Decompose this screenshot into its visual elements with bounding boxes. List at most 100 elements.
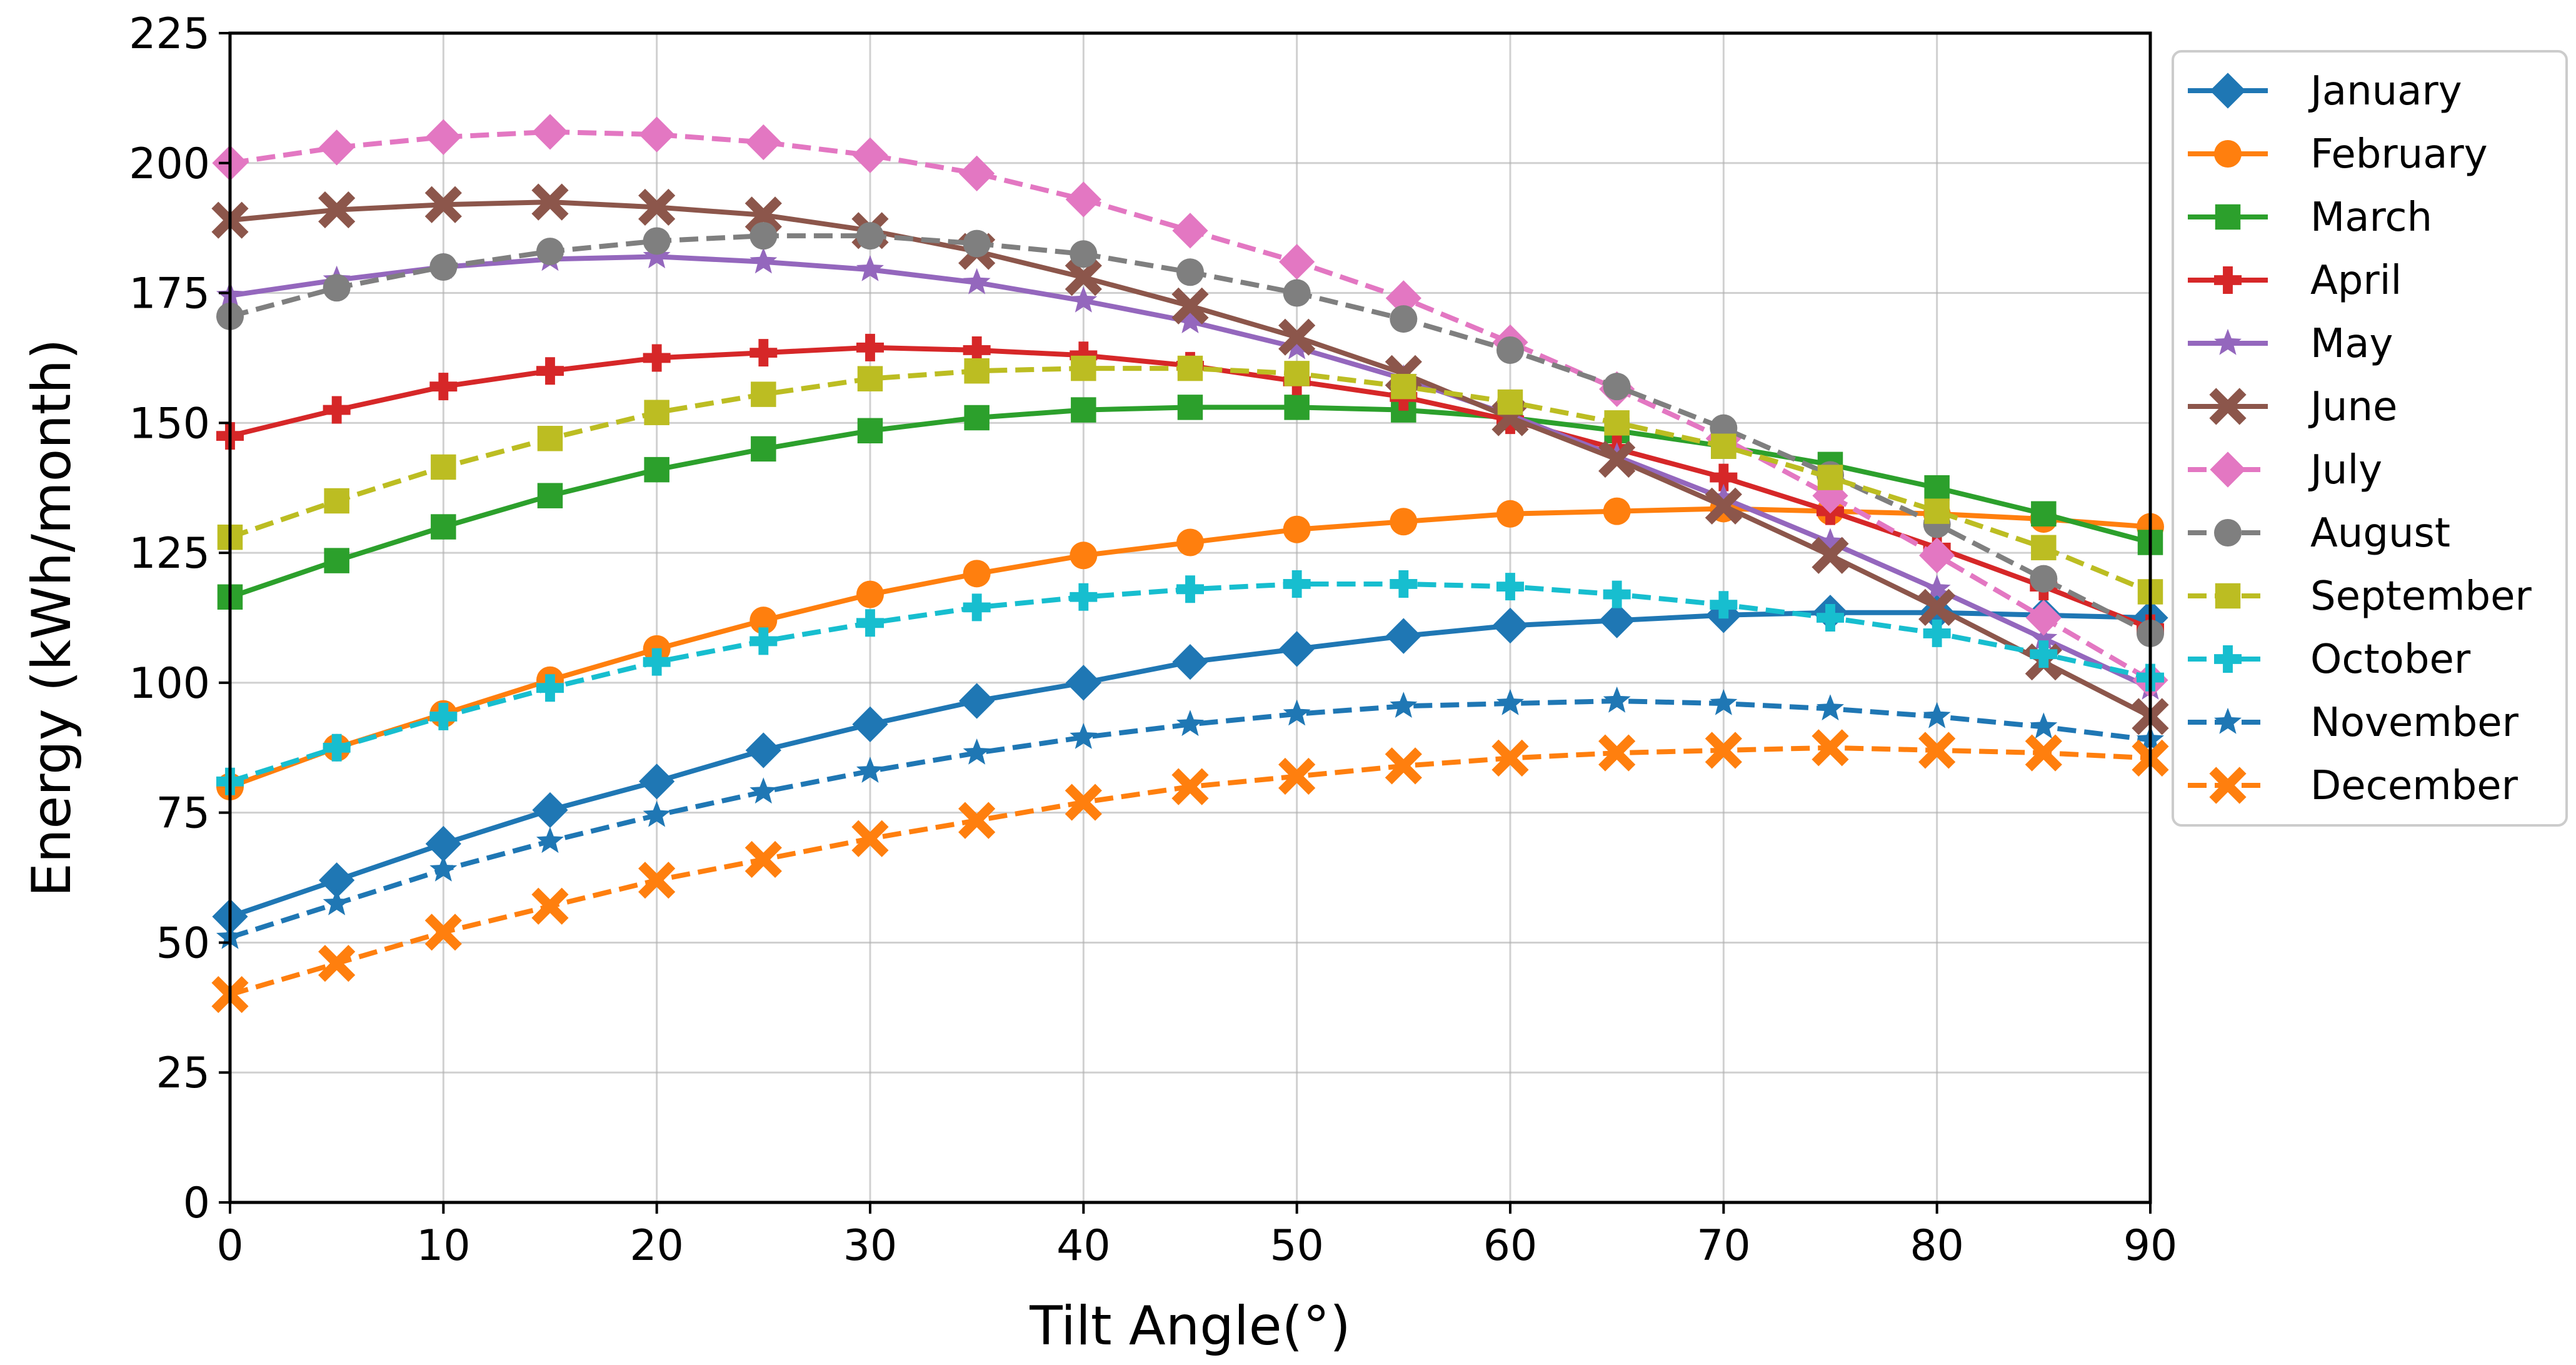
point-march-30 [857, 418, 883, 444]
point-october-70 [1710, 591, 1738, 619]
legend-item-april: April [2188, 258, 2402, 304]
point-may-80 [1923, 575, 1951, 601]
point-november-10 [429, 855, 458, 882]
point-december-75 [1812, 729, 1849, 767]
legend-item-march: March [2188, 194, 2432, 241]
point-april-70 [1710, 463, 1738, 491]
point-august-20 [643, 227, 671, 255]
x-tick-label-70: 70 [1696, 1221, 1751, 1271]
point-september-10 [431, 454, 456, 480]
point-june-45 [1171, 287, 1209, 325]
point-november-50 [1283, 699, 1311, 726]
point-december-35 [958, 802, 996, 839]
point-october-15 [536, 674, 564, 702]
point-december-45 [1171, 768, 1209, 805]
point-january-5 [319, 862, 355, 899]
point-april-10 [429, 373, 458, 401]
legend-label-march: March [2310, 194, 2432, 241]
point-june-80 [1918, 588, 1956, 626]
point-february-35 [963, 560, 991, 588]
point-october-60 [1496, 573, 1524, 601]
point-august-40 [1070, 240, 1098, 268]
point-february-25 [749, 607, 778, 635]
point-october-50 [1283, 570, 1311, 598]
point-march-50 [1284, 395, 1310, 420]
point-november-40 [1070, 723, 1098, 749]
point-june-25 [744, 196, 782, 234]
point-july-50 [1279, 244, 1315, 280]
point-february-45 [1176, 528, 1204, 557]
point-september-45 [1177, 355, 1203, 381]
point-march-80 [1924, 475, 1950, 501]
point-september-50 [1284, 361, 1310, 386]
point-april-15 [536, 357, 564, 385]
legend-label-april: April [2310, 258, 2402, 304]
point-may-75 [1817, 528, 1844, 555]
point-february-65 [1603, 497, 1631, 525]
legend-marker-may [2214, 328, 2242, 355]
y-tick-label-75: 75 [156, 789, 210, 839]
point-august-45 [1176, 258, 1204, 286]
point-october-45 [1176, 575, 1204, 603]
legend-item-september: September [2188, 573, 2532, 620]
legend-marker-august [2214, 519, 2242, 547]
point-september-85 [2031, 535, 2057, 561]
point-november-15 [536, 827, 564, 854]
point-december-65 [1598, 734, 1636, 772]
point-july-10 [425, 119, 461, 155]
point-january-25 [745, 732, 781, 768]
legend-marker-march [2215, 204, 2241, 230]
point-december-55 [1385, 747, 1422, 785]
legend-marker-september [2215, 583, 2241, 609]
point-june-75 [1812, 536, 1849, 574]
point-march-10 [431, 514, 456, 540]
point-november-20 [643, 800, 671, 827]
point-september-15 [537, 426, 563, 451]
point-june-10 [424, 186, 462, 223]
legend-item-may: May [2188, 321, 2393, 367]
series-december [211, 729, 2169, 1014]
point-june-15 [531, 183, 569, 221]
point-july-15 [532, 114, 568, 150]
legend-label-november: November [2310, 700, 2519, 746]
x-tick-label-10: 10 [416, 1221, 471, 1271]
point-january-45 [1172, 644, 1208, 680]
legend-label-october: October [2310, 637, 2471, 683]
point-july-20 [639, 116, 675, 153]
point-august-25 [749, 222, 778, 250]
point-september-35 [964, 358, 990, 384]
x-tick-label-80: 80 [1910, 1221, 1964, 1271]
legend-label-december: December [2310, 763, 2518, 809]
legend-marker-february [2214, 140, 2242, 168]
point-december-50 [1278, 757, 1316, 795]
point-july-55 [1385, 280, 1421, 316]
point-april-40 [1070, 341, 1098, 370]
point-august-35 [963, 229, 991, 258]
point-november-60 [1496, 689, 1524, 715]
y-tick-label-25: 25 [156, 1049, 210, 1098]
point-march-25 [751, 436, 776, 462]
point-june-50 [1278, 318, 1316, 356]
point-february-40 [1070, 541, 1098, 570]
legend-label-september: September [2310, 573, 2532, 620]
point-november-65 [1603, 686, 1631, 713]
x-tick-label-90: 90 [2123, 1221, 2178, 1271]
x-tick-label-0: 0 [216, 1221, 243, 1271]
series-layer [211, 114, 2169, 1014]
x-tick-label-60: 60 [1483, 1221, 1538, 1271]
point-may-45 [1176, 307, 1204, 333]
point-november-30 [856, 757, 884, 783]
point-september-65 [1604, 410, 1630, 436]
y-tick-label-175: 175 [129, 269, 210, 319]
point-december-30 [851, 820, 889, 857]
point-july-75 [1812, 478, 1848, 514]
legend-item-june: June [2188, 384, 2397, 430]
legend-item-july: July [2188, 447, 2382, 493]
point-august-30 [856, 222, 884, 250]
point-july-30 [852, 137, 888, 173]
legend-item-december: December [2188, 763, 2518, 809]
point-november-5 [323, 889, 351, 915]
legend-label-august: August [2310, 510, 2450, 557]
point-december-40 [1065, 783, 1102, 821]
